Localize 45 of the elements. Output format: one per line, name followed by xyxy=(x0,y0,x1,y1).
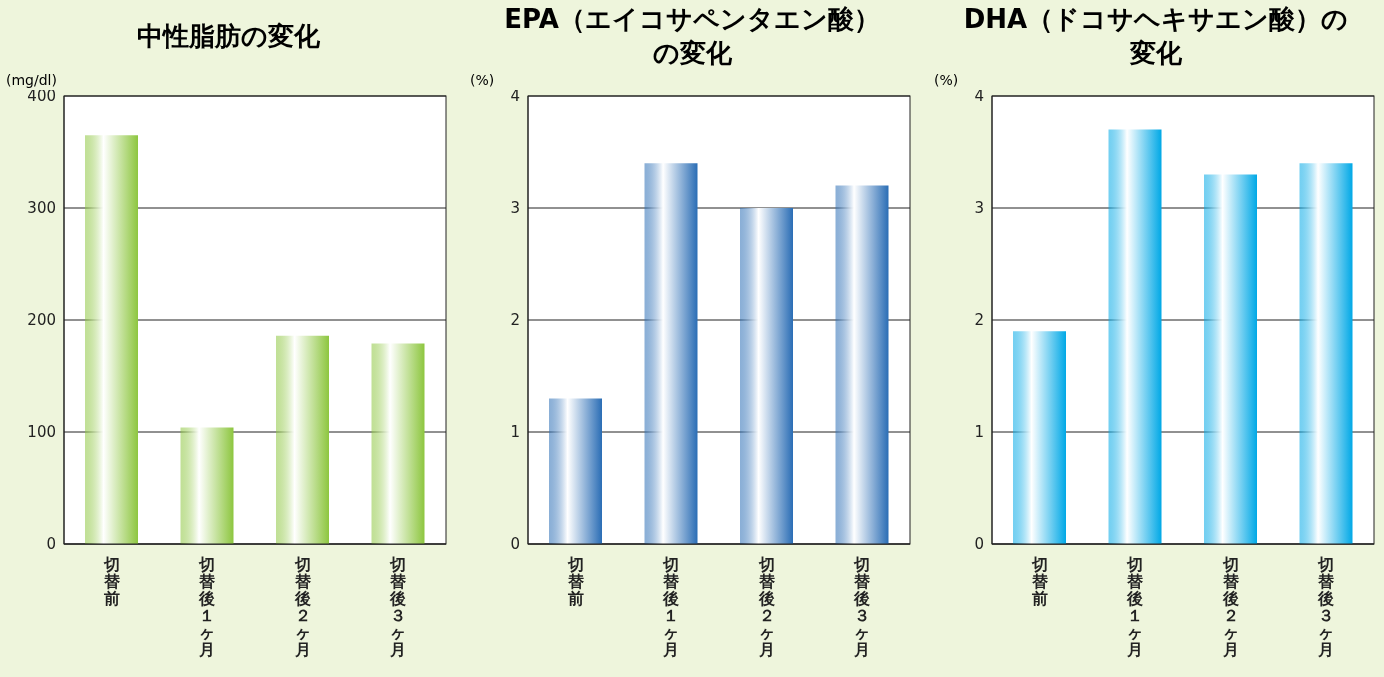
x-tick-label: 切替後２ヶ月 xyxy=(293,555,311,659)
y-tick-label: 300 xyxy=(27,199,56,218)
y-tick-label: 100 xyxy=(27,423,56,442)
y-tick-label: 400 xyxy=(27,87,56,106)
bar xyxy=(276,335,329,544)
y-tick-label: 2 xyxy=(974,311,984,330)
y-axis-title: (mg/dl) xyxy=(5,72,58,90)
bar xyxy=(549,398,602,544)
y-tick-label: 0 xyxy=(974,535,984,554)
y-tick-label: 0 xyxy=(510,535,520,554)
bar xyxy=(644,163,698,544)
bar xyxy=(1204,174,1257,544)
bar xyxy=(180,427,234,544)
y-tick-label: 2 xyxy=(510,311,520,330)
x-tick-label: 切替前 xyxy=(1030,555,1048,608)
y-tick-label: 3 xyxy=(974,199,984,218)
bar xyxy=(371,343,425,544)
chart-title: DHA（ドコサヘキサエン酸）の変化 xyxy=(962,3,1350,70)
x-tick-label: 切替前 xyxy=(566,555,584,608)
chart-title: 中性脂肪の変化 xyxy=(135,20,321,53)
y-axis-title: (%) xyxy=(934,72,959,88)
x-tick-label: 切替後１ヶ月 xyxy=(198,555,216,659)
x-tick-label: 切替後２ヶ月 xyxy=(757,555,775,659)
bar xyxy=(1013,331,1066,544)
x-tick-label: 切替後３ヶ月 xyxy=(389,555,407,659)
y-tick-label: 1 xyxy=(974,423,984,442)
x-tick-label: 切替後３ヶ月 xyxy=(853,555,871,659)
y-tick-label: 3 xyxy=(510,199,520,218)
bar xyxy=(835,185,889,544)
x-tick-label: 切替後３ヶ月 xyxy=(1317,555,1335,659)
bar xyxy=(740,208,793,544)
y-tick-label: 4 xyxy=(510,87,520,106)
y-tick-label: 1 xyxy=(510,423,520,442)
bar xyxy=(1108,129,1162,544)
y-tick-label: 4 xyxy=(974,87,984,106)
bar xyxy=(85,135,138,544)
x-tick-label: 切替後１ヶ月 xyxy=(1126,555,1144,659)
y-axis-title: (%) xyxy=(470,72,495,88)
y-tick-label: 200 xyxy=(27,311,56,330)
x-tick-label: 切替後２ヶ月 xyxy=(1221,555,1239,659)
bar xyxy=(1299,163,1353,544)
x-tick-label: 切替前 xyxy=(102,555,120,608)
chart-title: EPA（エイコサペンタエン酸）の変化 xyxy=(503,3,881,70)
x-tick-label: 切替後１ヶ月 xyxy=(662,555,680,659)
y-tick-label: 0 xyxy=(46,535,56,554)
